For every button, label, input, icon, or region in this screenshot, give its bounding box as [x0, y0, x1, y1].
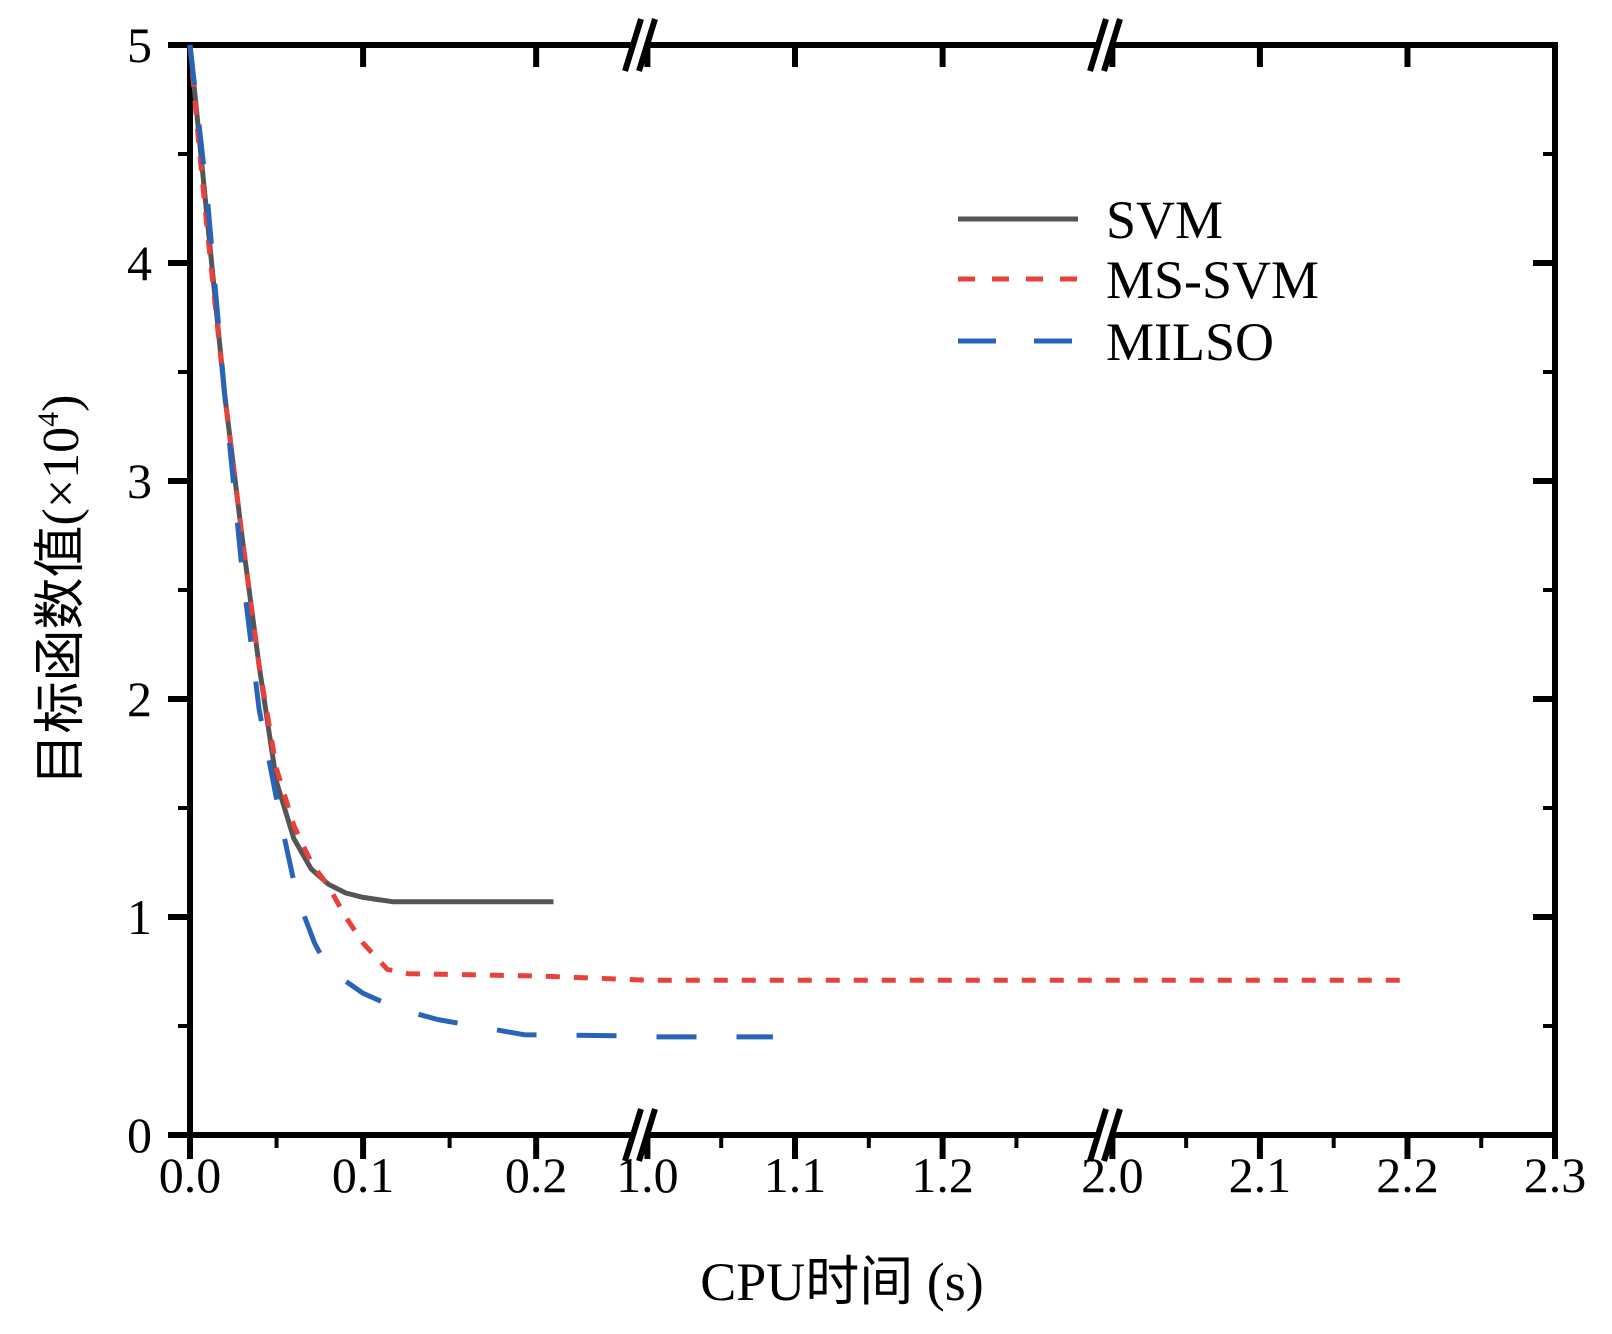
axis-break-mark: [622, 1108, 644, 1162]
series-layer: [187, 44, 1408, 1040]
y-axis-label: 目标函数值(×104): [32, 395, 90, 786]
series-line-svm: [187, 44, 554, 905]
axis-break-mark: [622, 18, 644, 72]
x-tick-label: 1.1: [764, 1147, 827, 1203]
series-line-milso: [187, 44, 773, 1040]
axis-break-mark: [1087, 18, 1109, 72]
legend-label-milso: MILSO: [1106, 312, 1274, 372]
y-tick-label: 5: [127, 17, 152, 73]
y-tick-label: 3: [127, 453, 152, 509]
x-tick-label: 2.0: [1081, 1147, 1144, 1203]
legend-label-svm: SVM: [1106, 190, 1223, 250]
axes: 0 1 2 3 4 5 0.0 0.1 0.2 1.0 1.1 1.2 2.0 2.1 2.2 2.3: [127, 17, 1586, 1203]
y-axis-label-sup: 4: [32, 412, 65, 427]
x-tick-label: 1.2: [911, 1147, 974, 1203]
x-tick-label: 2.3: [1524, 1147, 1587, 1203]
x-tick-label: 0.2: [505, 1147, 568, 1203]
legend-label-ms-svm: MS-SVM: [1106, 250, 1319, 310]
series-line-ms-svm: [187, 44, 1408, 983]
y-tick-label: 4: [127, 235, 152, 291]
y-tick-label: 0: [127, 1107, 152, 1163]
x-tick-label: 0.1: [332, 1147, 395, 1203]
x-axis-label: CPU时间 (s): [700, 1252, 984, 1312]
y-axis-label-close: ): [33, 395, 90, 412]
x-tick-label: 2.2: [1376, 1147, 1439, 1203]
y-tick-label: 1: [127, 889, 152, 945]
x-tick-label: 0.0: [159, 1147, 222, 1203]
x-tick-label: 1.0: [616, 1147, 679, 1203]
x-tick-label: 2.1: [1229, 1147, 1292, 1203]
y-tick-label: 2: [127, 671, 152, 727]
axis-break-mark: [1087, 1108, 1109, 1162]
y-axis-label-main: 目标函数值(×10: [33, 427, 90, 786]
